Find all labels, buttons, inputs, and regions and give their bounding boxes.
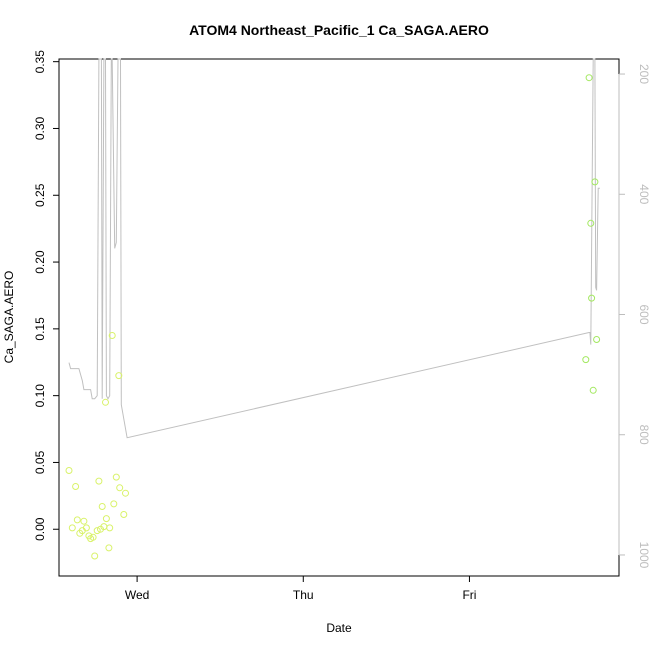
x-tick-label: Fri [462, 588, 476, 602]
y-axis-label: Ca_SAGA.AERO [2, 271, 16, 364]
right-tick-label: 1000 [637, 542, 650, 569]
y-tick-label: 0.20 [33, 250, 47, 274]
data-point [102, 398, 109, 406]
y-tick-label: 0.35 [33, 50, 47, 74]
y-tick-label: 0.30 [33, 116, 47, 140]
data-point [591, 178, 599, 186]
data-point [115, 372, 123, 380]
right-tick-label: 200 [637, 64, 650, 84]
data-point [95, 477, 103, 485]
data-point [65, 467, 73, 474]
y-tick-label: 0.05 [33, 450, 47, 474]
data-point [106, 524, 114, 532]
right-tick-label: 400 [637, 184, 650, 204]
data-point [112, 473, 120, 481]
data-point [108, 332, 116, 339]
x-tick-label: Wed [125, 588, 149, 602]
data-point [105, 544, 113, 552]
data-point [593, 336, 601, 343]
right-axis-series-line [68, 58, 600, 439]
data-point [93, 527, 101, 535]
right-tick-label: 800 [637, 425, 650, 445]
data-point [72, 483, 80, 490]
points-layer [65, 74, 601, 560]
data-point [588, 294, 596, 302]
data-point [589, 386, 597, 394]
y-tick-label: 0.10 [33, 384, 47, 408]
x-axis-label: Date [326, 621, 352, 635]
y-tick-label: 0.15 [33, 317, 47, 341]
data-point [116, 484, 124, 492]
right-axis: 200 400 600 800 1000 [618, 64, 650, 569]
line-layer [68, 58, 600, 439]
data-point [73, 516, 81, 524]
x-axis: Wed Thu Fri [125, 576, 476, 602]
data-point [122, 489, 129, 497]
data-point [68, 524, 76, 532]
data-point [585, 74, 593, 82]
data-point [582, 356, 590, 364]
y-axis: 0.00 0.05 0.10 0.15 0.20 0.25 0.30 0.35 [33, 50, 59, 541]
data-point [102, 515, 110, 523]
data-point [587, 219, 595, 227]
data-point [82, 524, 90, 532]
chart-title: ATOM4 Northeast_Pacific_1 Ca_SAGA.AERO [189, 22, 489, 38]
data-point [91, 552, 99, 560]
data-point [89, 533, 97, 541]
y-tick-label: 0.25 [33, 183, 47, 207]
data-point [110, 500, 118, 508]
data-point [80, 517, 88, 525]
data-point [120, 511, 128, 518]
data-point [98, 503, 106, 510]
right-tick-label: 600 [637, 304, 650, 324]
y-tick-label: 0.00 [33, 517, 47, 541]
x-tick-label: Thu [293, 588, 314, 602]
